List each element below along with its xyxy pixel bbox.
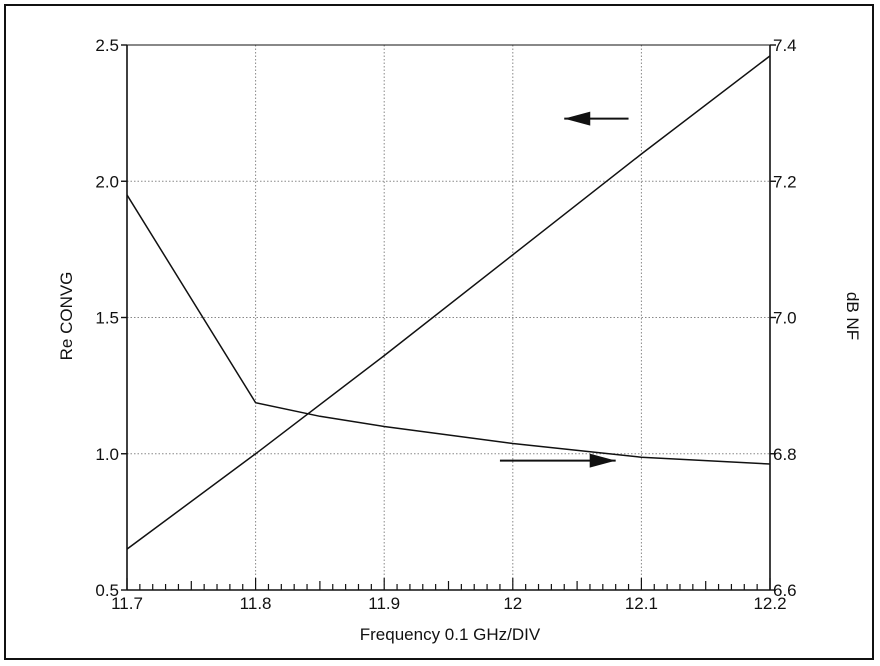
arrow-right <box>499 453 616 468</box>
y-tick-label: 1.5 <box>95 309 119 328</box>
series-line-left-axis <box>126 55 771 550</box>
x-tick-label: 11.7 <box>111 594 143 613</box>
y-tick-label: 1.0 <box>95 445 119 464</box>
x-tick-label: 12 <box>503 594 522 613</box>
series-lines <box>126 55 771 550</box>
arrow-left <box>564 111 629 126</box>
y2-tick-label: 7.2 <box>773 172 797 191</box>
y-tick-label: 2.5 <box>95 36 119 55</box>
x-axis-label: Frequency 0.1 GHz/DIV <box>360 625 541 644</box>
figure-frame <box>4 4 874 660</box>
y2-axis-label: dB NF <box>843 292 862 340</box>
y2-tick-label: 6.8 <box>773 445 797 464</box>
x-tick-label: 12.1 <box>625 594 658 613</box>
y2-tick-label: 6.6 <box>773 581 797 600</box>
x-tick-label: 12.2 <box>753 594 786 613</box>
x-tick-label: 11.9 <box>368 594 400 613</box>
y-tick-label: 2.0 <box>95 172 119 191</box>
tick-marks <box>121 44 776 591</box>
y-tick-label: 0.5 <box>95 581 119 600</box>
y-axis-label: Re CONVG <box>57 272 76 361</box>
y2-tick-label: 7.0 <box>773 309 797 328</box>
tick-labels: 11.7 11.8 11.9 12 12.1 12.2 0.5 1.0 1.5 2.0 2.5 6.6… <box>95 36 796 613</box>
annotation-arrows <box>499 111 629 468</box>
y2-tick-label: 7.4 <box>773 36 797 55</box>
series-line-right-axis <box>126 194 771 465</box>
grid-lines <box>127 45 770 590</box>
x-tick-label: 11.8 <box>240 594 272 613</box>
